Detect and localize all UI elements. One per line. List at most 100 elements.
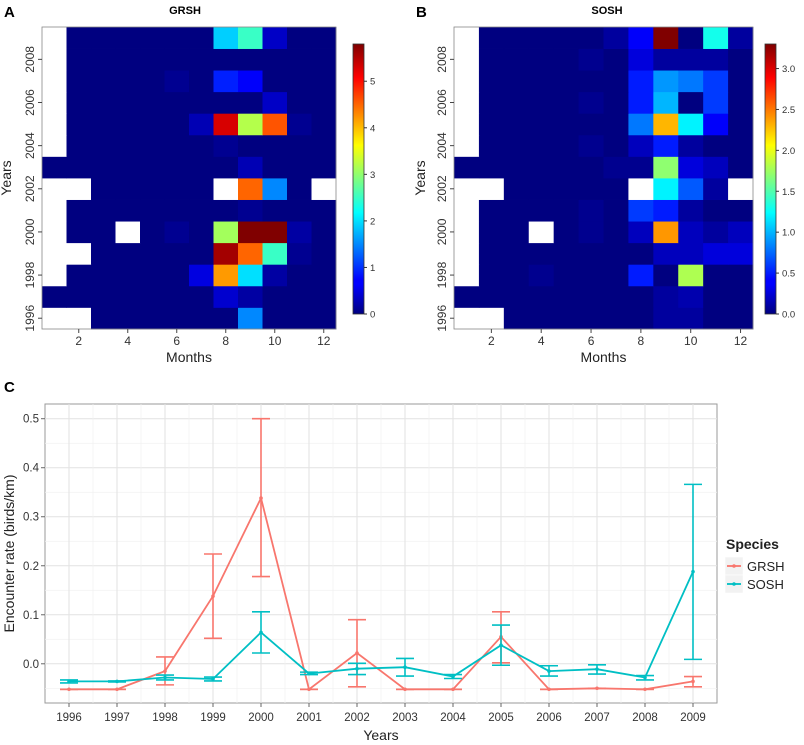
- heatmap-cell: [287, 242, 312, 265]
- colorbar-tick-label: 2: [370, 216, 375, 227]
- heatmap-cell: [703, 199, 729, 222]
- heatmap-cell: [42, 113, 67, 136]
- heatmap-cell: [628, 27, 654, 49]
- x-tick-label: 1997: [104, 712, 130, 724]
- heatmap-cell: [311, 178, 337, 200]
- heatmap-cell: [213, 48, 239, 71]
- data-point: [115, 687, 119, 692]
- heatmap-cell: [678, 178, 704, 200]
- heatmap-cell: [678, 113, 704, 136]
- heatmap-cell: [678, 264, 704, 287]
- heatmap-cell: [678, 199, 704, 222]
- heatmap-cell: [189, 221, 214, 244]
- heatmap-cell: [115, 307, 141, 330]
- y-tick-label: 1996: [435, 305, 449, 332]
- heatmap-cell: [213, 27, 239, 49]
- heatmap-cell: [164, 156, 190, 179]
- x-tick-label: 1998: [152, 712, 178, 724]
- heatmap-cell: [115, 91, 141, 114]
- heatmap-cell: [628, 307, 654, 330]
- heatmap-cell: [42, 285, 67, 308]
- heatmap-cell: [653, 307, 679, 330]
- heatmap-cell: [238, 264, 263, 287]
- heatmap-cell: [528, 285, 555, 308]
- heatmap-cell: [164, 199, 190, 222]
- heatmap-cell: [578, 178, 604, 200]
- heatmap-cell: [578, 134, 604, 157]
- x-tick-label: 2000: [248, 712, 274, 724]
- heatmap-cell: [628, 242, 654, 265]
- heatmap-cell: [553, 134, 579, 157]
- heatmap-cell: [140, 113, 165, 136]
- heatmap-cell: [478, 199, 505, 222]
- heatmap-cell: [287, 156, 312, 179]
- heatmap-cell: [189, 178, 214, 200]
- heatmap-cell: [454, 178, 480, 200]
- heatmap-cell: [140, 264, 165, 287]
- heatmap-cell: [503, 27, 530, 49]
- heatmap-cell: [578, 285, 604, 308]
- heatmap-cell: [115, 70, 141, 93]
- heatmap-cell: [503, 134, 530, 157]
- x-axis-title: Months: [581, 349, 627, 365]
- heatmap-cell: [287, 27, 312, 49]
- heatmap-cell: [66, 307, 92, 330]
- x-tick-label: 1999: [200, 712, 226, 724]
- y-tick-label: 1996: [23, 305, 37, 332]
- heatmap-cell: [140, 178, 165, 200]
- heatmap-cell: [189, 199, 214, 222]
- y-tick-label: 1998: [435, 261, 449, 288]
- heatmap-cell: [115, 264, 141, 287]
- x-tick-label: 2001: [296, 712, 322, 724]
- heatmap-cell: [728, 285, 754, 308]
- heatmap-cell: [91, 27, 116, 49]
- y-tick-label: 0.1: [23, 610, 39, 622]
- x-tick-label: 2003: [392, 712, 418, 724]
- heatmap-cell: [553, 27, 579, 49]
- heatmap-cell: [164, 70, 190, 93]
- heatmap-cell: [42, 242, 67, 265]
- data-point: [499, 643, 503, 647]
- heatmap-cell: [164, 221, 190, 244]
- heatmap-cell: [262, 199, 288, 222]
- heatmap-cell: [678, 285, 704, 308]
- y-tick-label: 2002: [435, 175, 449, 202]
- heatmap-cell: [703, 307, 729, 330]
- heatmap-cell: [653, 134, 679, 157]
- heatmap-cell: [528, 113, 555, 136]
- data-point: [163, 669, 167, 673]
- data-point: [691, 569, 695, 574]
- heatmap-cell: [140, 285, 165, 308]
- heatmap-cell: [703, 48, 729, 71]
- heatmap-cell: [164, 113, 190, 136]
- heatmap-cell: [528, 134, 555, 157]
- heatmap-cell: [478, 134, 505, 157]
- heatmap-cell: [238, 70, 263, 93]
- y-tick-label: 0.2: [23, 561, 39, 573]
- heatmap-cell: [213, 178, 239, 200]
- heatmap-cell: [454, 48, 480, 71]
- heatmap-cell: [578, 199, 604, 222]
- colorbar: [352, 43, 365, 315]
- heatmap-cell: [311, 48, 337, 71]
- heatmap-cell: [287, 70, 312, 93]
- heatmap-cell: [91, 264, 116, 287]
- heatmap-cell: [140, 221, 165, 244]
- y-tick-label: 0.0: [23, 659, 39, 671]
- y-tick-label: 1998: [23, 261, 37, 288]
- heatmap-cell: [213, 156, 239, 179]
- heatmap-cell: [140, 134, 165, 157]
- x-tick-label: 6: [588, 334, 595, 348]
- heatmap-cell: [603, 134, 629, 157]
- heatmap-cell: [703, 178, 729, 200]
- heatmap-cell: [287, 48, 312, 71]
- colorbar-tick-label: 3: [370, 170, 375, 181]
- heatmap-cell: [262, 70, 288, 93]
- heatmap-cell: [478, 91, 505, 114]
- heatmap-cell: [42, 134, 67, 157]
- heatmap-cell: [66, 156, 92, 179]
- heatmap-cell: [213, 199, 239, 222]
- heatmap-cell: [454, 285, 480, 308]
- heatmap-cell: [42, 264, 67, 287]
